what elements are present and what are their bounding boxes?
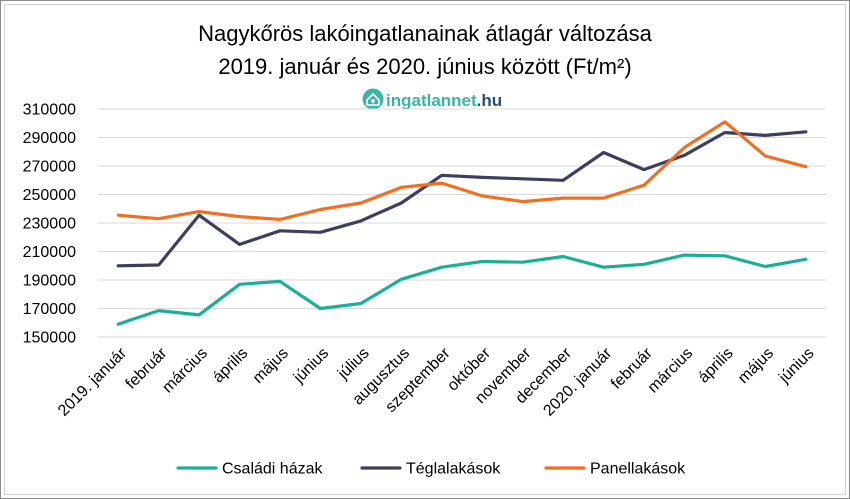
y-tick-label: 270000 [23,159,76,176]
y-tick-label: 170000 [23,301,76,318]
y-tick-label: 230000 [23,216,76,233]
logo: ingatlannet.hu [362,88,502,110]
legend: Családi házak Téglalakások Panellakások [176,461,686,478]
legend-label: Téglalakások [406,461,501,478]
y-tick-label: 310000 [23,102,76,119]
series-lines [116,120,808,326]
y-tick-label: 290000 [23,130,76,147]
y-tick-label: 150000 [23,330,76,347]
x-axis-labels: 2019. januárfebruármárciusáprilismájusjú… [55,344,817,419]
y-axis-labels: 150000 170000 190000 210000 230000 250000 2700… [23,102,76,347]
grid-lines [98,108,826,338]
y-tick-label: 190000 [23,273,76,290]
x-tick-label: március [645,345,697,397]
logo-suffix-text: .hu [477,91,503,110]
logo-brand-text: ingatlannet [386,91,477,110]
svg-text:ingatlannet.hu: ingatlannet.hu [386,91,502,110]
x-tick-label: április [695,345,737,387]
x-tick-label: 2019. január [55,344,130,419]
chart-subtitle: 2019. január és 2020. június között (Ft/… [218,54,631,79]
series-line-1 [116,253,808,326]
x-tick-label: május [735,345,777,387]
legend-label: Panellakások [590,461,686,478]
chart-inner-border [4,4,846,495]
legend-label: Családi házak [222,461,324,478]
x-tick-label: április [210,345,252,387]
series-line-2 [116,130,808,268]
x-tick-label: június [775,345,817,387]
series-line-3 [116,120,808,221]
x-tick-label: július [334,345,373,384]
y-tick-label: 210000 [23,244,76,261]
x-tick-label: június [290,345,332,387]
x-tick-label: március [159,345,211,397]
x-tick-label: május [250,345,292,387]
y-tick-label: 250000 [23,187,76,204]
chart-title: Nagykőrös lakóingatlanainak átlagár vált… [198,21,652,46]
house-heart-icon [362,88,384,110]
